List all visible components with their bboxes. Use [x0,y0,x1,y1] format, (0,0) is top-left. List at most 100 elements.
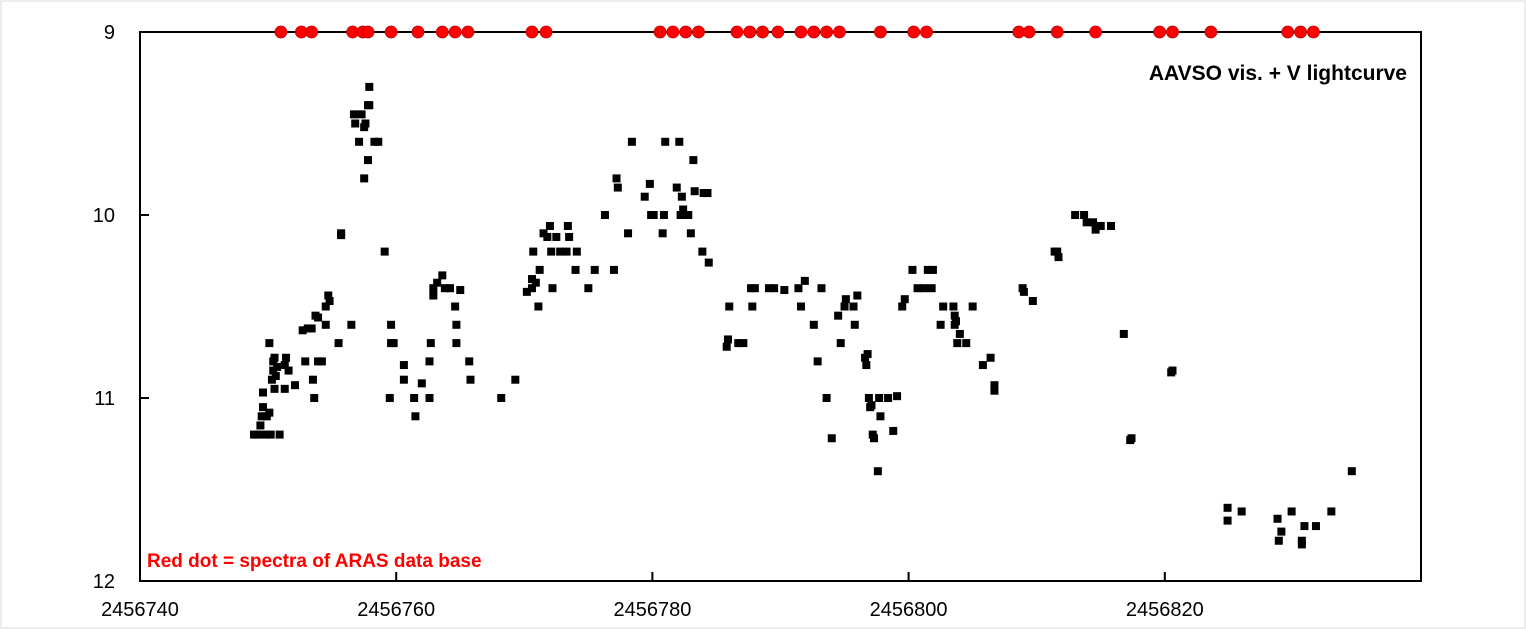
spectrum-dot [692,25,705,39]
magnitude-point [301,357,310,366]
magnitude-point [565,232,574,241]
magnitude-point [661,137,670,146]
magnitude-point [898,302,907,311]
magnitude-point [875,394,884,402]
magnitude-point [261,430,270,439]
magnitude-point [686,229,695,238]
magnitude-point [863,350,872,359]
spectrum-dot [653,25,667,39]
magnitude-point [531,278,540,287]
magnitude-point [1054,253,1063,262]
magnitude-point [360,174,369,183]
magnitude-point [1274,536,1283,545]
magnitude-point [562,247,571,256]
magnitude-point [908,265,917,274]
magnitude-point [675,137,684,146]
spectrum-dot [525,25,539,39]
magnitude-point [389,339,398,348]
magnitude-point [1091,225,1100,234]
magnitude-point [1237,507,1246,516]
spectrum-dot [461,25,475,39]
magnitude-point [919,284,928,293]
magnitude-point [923,265,932,274]
magnitude-point [936,320,945,329]
magnitude-point [722,342,731,351]
magnitude-point [429,291,438,300]
magnitude-point [986,353,995,362]
magnitude-point [813,357,822,366]
magnitude-point [258,403,267,412]
magnitude-point [374,137,383,146]
magnitude-point [584,284,593,293]
magnitude-point [497,394,506,402]
magnitude-point [864,394,873,402]
spectrum-dot [274,25,288,39]
magnitude-point [659,211,668,219]
magnitude-point [426,339,435,348]
magnitude-point [1028,297,1037,306]
magnitude-point [361,119,370,128]
magnitude-point [351,119,360,128]
magnitude-point [1168,366,1177,375]
magnitude-point [511,375,520,384]
magnitude-point [433,278,442,287]
magnitude-point [770,284,779,293]
magnitude-point [723,335,732,344]
magnitude-point [840,302,849,311]
magnitude-point [270,384,279,393]
spectrum-dot [539,25,553,39]
magnitude-point [748,302,757,311]
spectrum-dot [756,25,769,39]
magnitude-point [543,232,552,241]
magnitude-point [703,189,712,198]
magnitude-point [873,467,882,476]
magnitude-point [978,361,987,370]
magnitude-point [1347,467,1356,476]
magnitude-point [613,183,622,192]
magnitude-point [325,297,334,306]
chart-title: AAVSO vis. + V lightcurve [1149,62,1407,85]
magnitude-point [429,284,438,293]
y-tick-label: 9 [104,22,115,44]
spectrum-dot [1166,25,1179,39]
magnitude-point [258,388,267,397]
magnitude-point [734,339,743,348]
spectrum-dot [435,25,449,39]
spectrum-dot [666,25,680,39]
magnitude-point [270,353,279,362]
x-tick-label: 2456760 [357,599,435,621]
magnitude-point [265,408,274,417]
y-tick-label: 12 [93,571,115,593]
spectrum-dot [820,25,834,39]
magnitude-point [425,394,434,402]
magnitude-point [308,375,317,384]
magnitude-point [1106,221,1115,230]
magnitude-point [529,247,538,256]
spectrum-dot [305,25,319,39]
magnitude-point [256,421,265,430]
magnitude-point [307,324,316,333]
magnitude-point [601,211,610,219]
magnitude-point [990,386,999,395]
magnitude-point [809,320,818,329]
magnitude-point [349,110,358,119]
magnitude-point [364,156,373,165]
magnitude-point [425,357,434,366]
magnitude-point [928,265,937,274]
magnitude-point [640,192,649,201]
magnitude-point [609,265,618,274]
magnitude-point [284,366,293,375]
x-tick-label: 2456800 [870,599,948,621]
magnitude-point [612,174,621,183]
magnitude-point [780,286,789,295]
magnitude-point [411,412,420,421]
magnitude-point [265,339,274,348]
magnitude-point [545,221,554,230]
magnitude-point [321,320,330,329]
magnitude-point [676,211,685,219]
magnitude-point [282,353,291,362]
spectrum-dot [743,25,757,39]
magnitude-point [456,286,465,295]
spectrum-dot [384,25,398,39]
magnitude-point [750,284,759,293]
